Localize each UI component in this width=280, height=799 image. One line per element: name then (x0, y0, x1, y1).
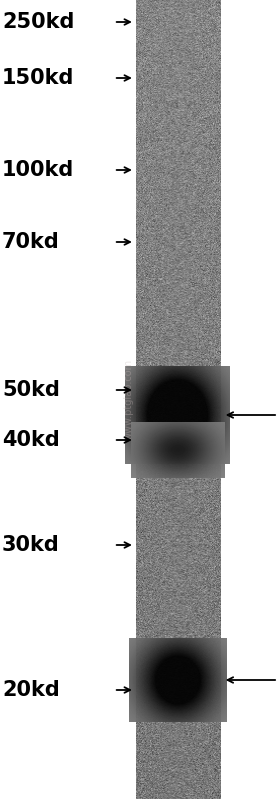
Text: 250kd: 250kd (2, 12, 74, 32)
Text: 30kd: 30kd (2, 535, 60, 555)
Text: 150kd: 150kd (2, 68, 74, 88)
Text: 40kd: 40kd (2, 430, 60, 450)
Text: 50kd: 50kd (2, 380, 60, 400)
Text: 100kd: 100kd (2, 160, 74, 180)
Text: 20kd: 20kd (2, 680, 60, 700)
Text: www.ptglab.com: www.ptglab.com (124, 359, 134, 440)
Text: 70kd: 70kd (2, 232, 60, 252)
